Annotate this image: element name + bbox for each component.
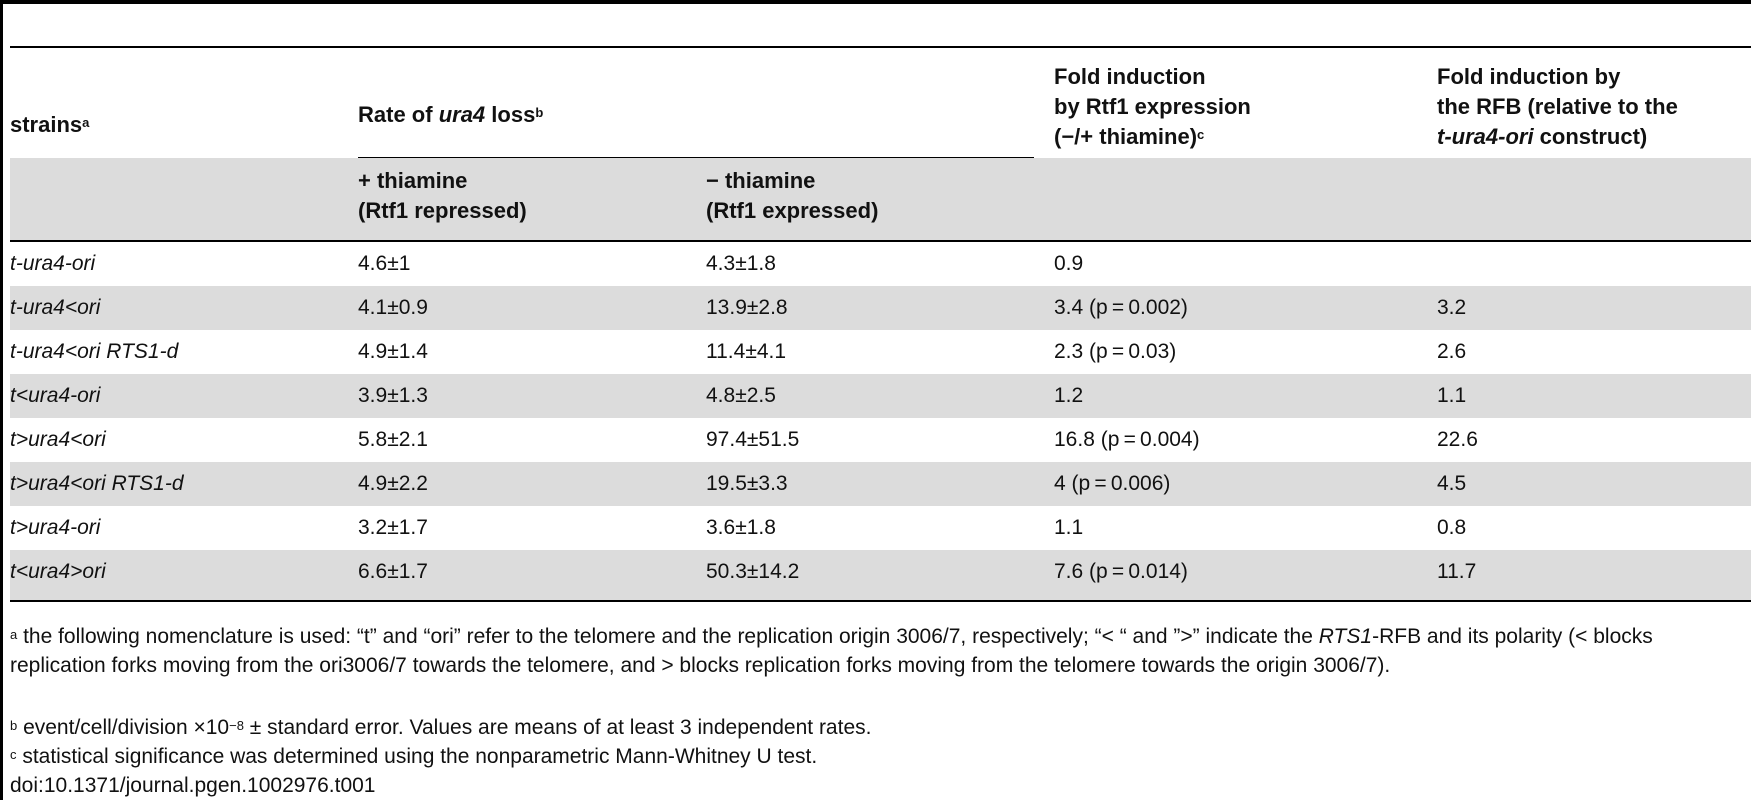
- body-top-rule: [10, 240, 1751, 242]
- table-row: t-ura4-ori 4.6±1 4.3±1.8 0.9: [10, 242, 1751, 286]
- table-top-border: [0, 0, 1751, 4]
- cell-fold-rfb: 0.8: [1437, 516, 1467, 539]
- cell-strain: t<ura4>ori: [10, 560, 106, 583]
- cell-fold-rfb: 2.6: [1437, 340, 1467, 363]
- header-top-rule: [10, 46, 1751, 48]
- col-header-rate: Rate of ura4 lossb: [358, 102, 544, 127]
- footnote-a: a the following nomenclature is used: “t…: [10, 625, 1653, 677]
- table-row: t>ura4<ori 5.8±2.1 97.4±51.5 16.8 (p = 0…: [10, 418, 1751, 462]
- subheader-minus-thiamine: − thiamine (Rtf1 expressed): [706, 168, 879, 223]
- doi-link[interactable]: doi:10.1371/journal.pgen.1002976.t001: [10, 774, 376, 797]
- cell-fold-rtf1: 4 (p = 0.006): [1054, 472, 1171, 495]
- cell-strain: t-ura4<ori RTS1-d: [10, 340, 179, 363]
- cell-minus-thiamine: 13.9±2.8: [706, 296, 788, 319]
- cell-minus-thiamine: 4.3±1.8: [706, 252, 776, 275]
- rate-header-underline: [358, 157, 1034, 158]
- cell-fold-rfb: 1.1: [1437, 384, 1467, 407]
- cell-minus-thiamine: 4.8±2.5: [706, 384, 776, 407]
- col-header-fold-rfb: Fold induction by the RFB (relative to t…: [1437, 64, 1678, 149]
- col-header-strains: strainsa: [10, 112, 90, 137]
- cell-fold-rtf1: 3.4 (p = 0.002): [1054, 296, 1188, 319]
- cell-fold-rtf1: 2.3 (p = 0.03): [1054, 340, 1177, 363]
- cell-plus-thiamine: 5.8±2.1: [358, 428, 428, 451]
- cell-minus-thiamine: 19.5±3.3: [706, 472, 788, 495]
- table-row: t>ura4-ori 3.2±1.7 3.6±1.8 1.1 0.8: [10, 506, 1751, 550]
- cell-strain: t-ura4<ori: [10, 296, 101, 319]
- subheader-plus-thiamine: + thiamine (Rtf1 repressed): [358, 168, 527, 223]
- cell-plus-thiamine: 4.9±2.2: [358, 472, 428, 495]
- cell-minus-thiamine: 11.4±4.1: [706, 340, 787, 363]
- table-left-border: [0, 0, 3, 800]
- cell-fold-rtf1: 1.2: [1054, 384, 1084, 407]
- cell-fold-rfb: 4.5: [1437, 472, 1467, 495]
- col-header-fold-rtf1: Fold induction by Rtf1 expression (−/+ t…: [1054, 64, 1251, 149]
- cell-fold-rtf1: 0.9: [1054, 252, 1084, 275]
- table-row: t-ura4<ori RTS1-d 4.9±1.4 11.4±4.1 2.3 (…: [10, 330, 1751, 374]
- table-bottom-rule: [10, 600, 1751, 602]
- cell-fold-rfb: 22.6: [1437, 428, 1478, 451]
- cell-strain: t>ura4<ori RTS1-d: [10, 472, 184, 495]
- cell-strain: t>ura4<ori: [10, 428, 106, 451]
- cell-plus-thiamine: 4.6±1: [358, 252, 411, 275]
- cell-minus-thiamine: 50.3±14.2: [706, 560, 800, 583]
- cell-plus-thiamine: 4.9±1.4: [358, 340, 428, 363]
- cell-plus-thiamine: 4.1±0.9: [358, 296, 428, 319]
- cell-plus-thiamine: 3.2±1.7: [358, 516, 428, 539]
- cell-fold-rfb: 3.2: [1437, 296, 1467, 319]
- table-row: t>ura4<ori RTS1-d 4.9±2.2 19.5±3.3 4 (p …: [10, 462, 1751, 506]
- table-row: t-ura4<ori 4.1±0.9 13.9±2.8 3.4 (p = 0.0…: [10, 286, 1751, 330]
- cell-plus-thiamine: 3.9±1.3: [358, 384, 428, 407]
- cell-strain: t-ura4-ori: [10, 252, 96, 275]
- cell-fold-rtf1: 1.1: [1054, 516, 1084, 539]
- cell-fold-rtf1: 7.6 (p = 0.014): [1054, 560, 1188, 583]
- subheader-band: [10, 158, 1751, 240]
- cell-minus-thiamine: 3.6±1.8: [706, 516, 776, 539]
- cell-fold-rfb: 11.7: [1437, 560, 1477, 583]
- footnote-c: c statistical significance was determine…: [10, 745, 818, 768]
- cell-minus-thiamine: 97.4±51.5: [706, 428, 800, 451]
- table-row: t<ura4-ori 3.9±1.3 4.8±2.5 1.2 1.1: [10, 374, 1751, 418]
- cell-strain: t<ura4-ori: [10, 384, 101, 407]
- cell-plus-thiamine: 6.6±1.7: [358, 560, 428, 583]
- cell-fold-rtf1: 16.8 (p = 0.004): [1054, 428, 1200, 451]
- table-row: t<ura4>ori 6.6±1.7 50.3±14.2 7.6 (p = 0.…: [10, 550, 1751, 600]
- cell-strain: t>ura4-ori: [10, 516, 101, 539]
- footnote-b: b event/cell/division ×10−8 ± standard e…: [10, 716, 872, 739]
